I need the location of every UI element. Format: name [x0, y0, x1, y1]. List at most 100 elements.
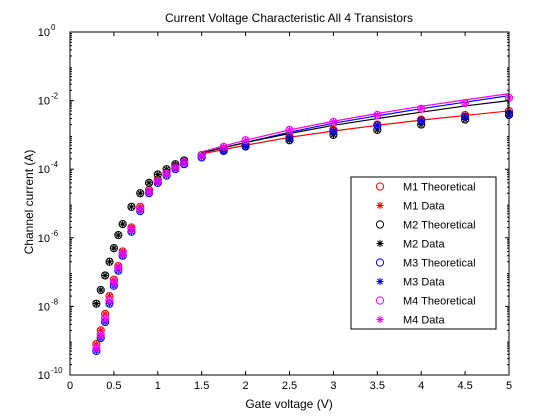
legend-marker	[376, 315, 384, 324]
data-point	[127, 225, 136, 233]
legend: M1 Theoretical M1 Data M2 Theoretical M2 Da…	[350, 176, 497, 330]
legend-marker	[376, 201, 384, 210]
x-tick-label: 1.5	[194, 380, 209, 392]
legend-entry: M4 Theoretical	[375, 296, 476, 308]
y-tick-exponent: -8	[51, 297, 59, 306]
data-point	[105, 296, 114, 304]
legend-marker	[375, 182, 385, 191]
legend-label: M1 Data	[403, 201, 445, 213]
data-point	[198, 151, 206, 159]
data-point	[162, 165, 171, 173]
trend-line-2	[201, 93, 510, 153]
data-point	[242, 136, 250, 144]
y-tick-label: 10	[38, 370, 50, 382]
data-point	[119, 249, 127, 258]
legend-entry: M3 Data	[376, 277, 445, 289]
data-point	[154, 177, 162, 185]
legend-marker	[376, 239, 384, 248]
data-point	[145, 188, 153, 196]
trend-line-3	[201, 100, 510, 154]
legend-marker	[375, 220, 385, 229]
legend-label: M3 Data	[403, 277, 445, 289]
y-tick-label: 10	[38, 164, 50, 176]
data-point	[136, 189, 144, 197]
x-tick-label: 1	[155, 380, 161, 392]
data-point	[92, 344, 100, 352]
trend-line-4	[201, 110, 510, 155]
data-point	[417, 117, 425, 125]
data-point	[97, 331, 105, 339]
data-point	[101, 314, 109, 322]
legend-marker	[375, 258, 385, 267]
data-point	[101, 271, 109, 280]
data-point	[171, 164, 179, 172]
data-point	[97, 326, 105, 334]
data-point	[373, 126, 381, 134]
y-axis-label: Channel current (A)	[22, 150, 36, 255]
y-tick-exponent: -2	[51, 92, 59, 101]
y-tick-exponent: 0	[51, 23, 56, 32]
legend-entry: M2 Theoretical	[375, 220, 476, 232]
data-point	[114, 231, 122, 239]
legend-entry: M1 Theoretical	[375, 182, 476, 194]
x-tick-label: 4	[418, 380, 424, 392]
data-point	[110, 244, 118, 252]
legend-box	[350, 176, 497, 330]
data-point	[101, 310, 109, 318]
x-axis-label: Gate voltage (V)	[245, 397, 332, 411]
data-point	[285, 134, 294, 142]
data-point	[220, 143, 228, 151]
data-point	[92, 340, 100, 348]
legend-marker	[376, 277, 384, 286]
data-point	[105, 292, 114, 300]
data-point	[373, 121, 381, 129]
data-point	[461, 113, 469, 121]
legend-entry: M4 Data	[376, 315, 445, 327]
data-point	[242, 142, 250, 150]
data-point	[145, 179, 153, 187]
data-point	[105, 258, 114, 266]
legend-label: M3 Theoretical	[403, 258, 476, 270]
x-tick-label: 3.5	[370, 380, 385, 392]
x-tick-label: 0.5	[106, 380, 121, 392]
y-tick-label: 10	[38, 233, 50, 245]
y-tick-exponent: -4	[51, 160, 59, 169]
data-point	[285, 126, 294, 134]
x-tick-label: 2.5	[282, 380, 297, 392]
x-tick-label: 3	[330, 380, 336, 392]
data-point	[329, 118, 337, 126]
y-tick-label: 10	[38, 96, 50, 108]
data-point	[136, 205, 144, 213]
legend-label: M2 Theoretical	[403, 220, 476, 232]
data-point	[220, 147, 228, 155]
legend-label: M2 Data	[403, 239, 445, 251]
x-tick-label: 2	[243, 380, 249, 392]
x-tick-label: 4.5	[457, 380, 472, 392]
legend-label: M4 Data	[403, 315, 445, 327]
data-point	[417, 105, 425, 113]
data-point	[110, 278, 118, 287]
legend-label: M4 Theoretical	[403, 296, 476, 308]
axes: 0 0.5 1 1.5 2 2.5 3 3.5 4 4.5 510-1010-810-610-410…	[38, 23, 512, 392]
legend-entry: M2 Data	[376, 239, 445, 251]
x-tick-label: 0	[67, 380, 73, 392]
data-point	[373, 111, 381, 119]
data-point	[114, 264, 122, 272]
y-tick-label: 10	[38, 27, 50, 39]
legend-marker	[375, 296, 385, 305]
data-point	[127, 203, 136, 211]
y-tick-exponent: -10	[51, 366, 63, 375]
y-tick-label: 10	[38, 301, 50, 313]
data-point	[97, 286, 105, 294]
legend-entry: M1 Data	[376, 201, 445, 213]
legend-label: M1 Theoretical	[403, 182, 476, 194]
chart-title: Current Voltage Characteristic All 4 Tra…	[165, 11, 413, 25]
y-tick-exponent: -6	[51, 229, 59, 238]
x-tick-label: 5	[506, 380, 512, 392]
data-point	[329, 127, 337, 135]
data-point	[162, 169, 171, 178]
series-8	[92, 94, 513, 352]
data-point	[461, 99, 469, 107]
legend-entry: M3 Theoretical	[375, 258, 476, 270]
